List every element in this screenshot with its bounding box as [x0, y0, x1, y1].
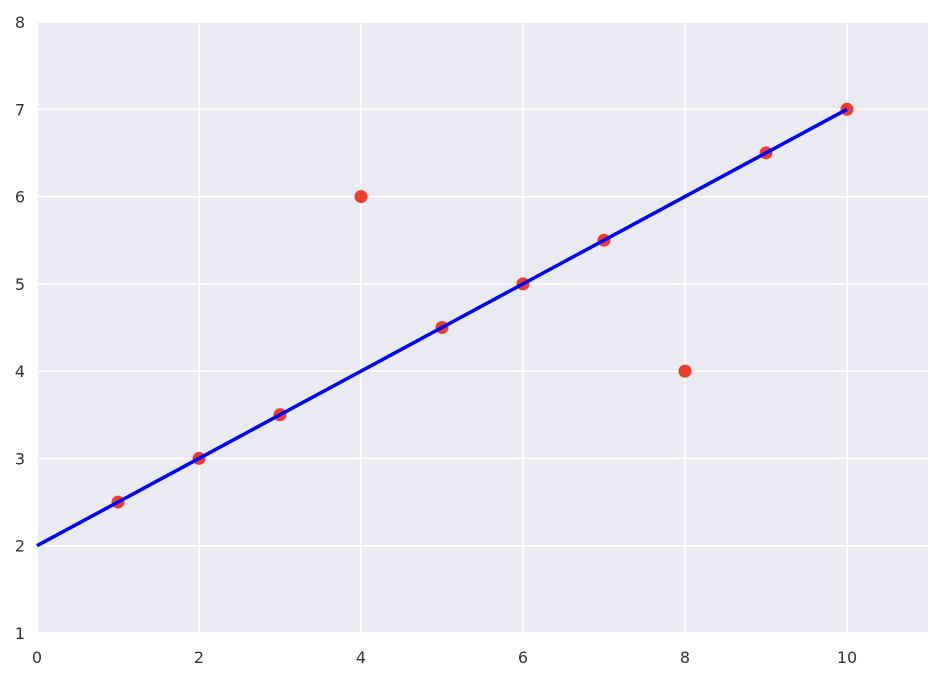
data-point: [354, 190, 368, 204]
y-tick-label: 6: [15, 188, 25, 207]
y-tick-label: 2: [15, 537, 25, 556]
data-point: [678, 364, 692, 378]
x-tick-label: 0: [32, 648, 42, 667]
x-tick-label: 6: [518, 648, 528, 667]
grid: [36, 21, 928, 634]
y-tick-label: 5: [15, 275, 25, 294]
y-tick-label: 8: [15, 13, 25, 32]
y-tick-label: 1: [15, 624, 25, 643]
fit-line: [36, 107, 848, 548]
x-tick-label: 8: [680, 648, 690, 667]
y-tick-label: 4: [15, 362, 25, 381]
x-axis-ticks: 0 2 4 6 8 10: [32, 648, 857, 667]
y-axis-ticks: 1 2 3 4 5 6 7 8: [15, 13, 25, 643]
x-tick-label: 2: [194, 648, 204, 667]
y-tick-label: 7: [15, 100, 25, 119]
x-tick-label: 10: [837, 648, 857, 667]
series: [36, 102, 854, 548]
x-tick-label: 4: [356, 648, 366, 667]
plot-area: [37, 22, 928, 633]
y-tick-label: 3: [15, 449, 25, 468]
